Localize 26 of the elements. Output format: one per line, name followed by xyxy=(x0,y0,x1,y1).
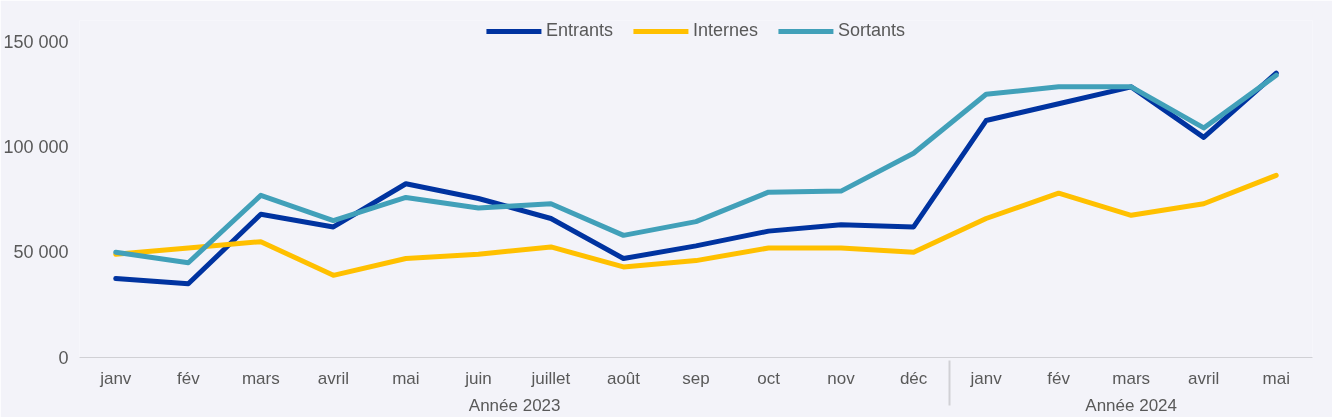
x-tick-label: mai xyxy=(392,368,420,388)
text: Année 2023 xyxy=(468,395,561,415)
x-tick-label: fév xyxy=(176,368,201,388)
x-tick-label: oct xyxy=(757,368,781,388)
legend-label: Entrants xyxy=(545,20,613,41)
x-tick-label: janv xyxy=(969,368,1003,388)
x-tick-label: avril xyxy=(317,368,349,388)
y-tick-label: 150 000 xyxy=(3,31,69,52)
x-tick-label: avril xyxy=(1188,368,1220,388)
x-tick-label: août xyxy=(606,368,641,388)
y-tick-label: 0 xyxy=(58,347,69,368)
legend-label: Sortants xyxy=(838,20,906,41)
x-tick-label: mars xyxy=(241,368,280,388)
text: Année 2024 xyxy=(1085,395,1178,415)
x-tick-label: fév xyxy=(1047,368,1071,388)
y-tick-label: 100 000 xyxy=(3,136,69,157)
y-tick-label: 50 000 xyxy=(13,242,69,263)
x-tick-label: mai xyxy=(1262,368,1290,388)
x-tick-label: juillet xyxy=(530,368,571,388)
x-tick-label: nov xyxy=(827,368,856,388)
x-tick-label: sep xyxy=(682,368,710,388)
x-tick-label: janv xyxy=(99,368,132,388)
legend-label: Internes xyxy=(692,20,759,41)
x-tick-label: mars xyxy=(1112,368,1151,388)
x-tick-label: juin xyxy=(464,368,492,388)
x-tick-label: déc xyxy=(899,368,928,388)
